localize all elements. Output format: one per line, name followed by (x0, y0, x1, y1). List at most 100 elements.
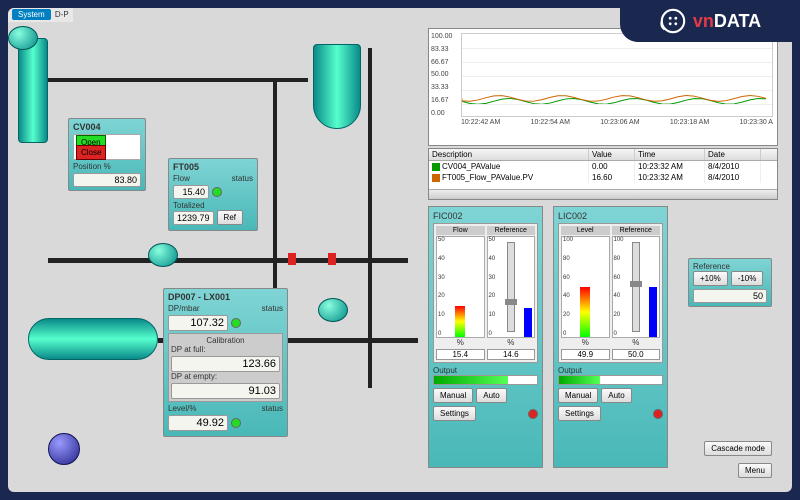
table-row[interactable]: FT005_Flow_PAValue.PV16.6010:23:32 AM8/4… (429, 172, 777, 183)
trend-chart[interactable]: 100.0083.3366.6750.0033.3316.670.00 10:2… (428, 28, 778, 146)
level-header: Level (561, 226, 610, 235)
panel-cv004: CV004 Open Close Position % 83.80 (68, 118, 146, 191)
reference-label: Reference (693, 262, 767, 271)
ref-header: Reference (612, 226, 661, 235)
panel-title: CV004 (73, 122, 141, 132)
settings-button[interactable]: Settings (433, 406, 476, 421)
position-label: Position % (73, 162, 111, 171)
dp-value: 107.32 (168, 315, 228, 331)
pipe (48, 258, 408, 263)
table-col-header[interactable]: Time (635, 149, 705, 160)
level-value: 49.92 (168, 415, 228, 431)
alarm-led-icon (653, 409, 663, 419)
auto-button[interactable]: Auto (601, 388, 631, 403)
totalized-label: Totalized (173, 201, 253, 210)
dp-full-label: DP at full: (171, 345, 206, 354)
pct-label: % (487, 338, 536, 347)
level-label: Level/% (168, 404, 196, 413)
panel-title: FT005 (173, 162, 253, 172)
flow-bar-fill (455, 306, 465, 337)
table-body: CV004_PAValue0.0010:23:32 AM8/4/2010FT00… (429, 161, 777, 183)
status-led-icon (212, 187, 222, 197)
bargraph-area: Flow 50403020100 % 15.4 Reference 504030… (433, 223, 538, 363)
cascade-mode-button[interactable]: Cascade mode (704, 441, 772, 456)
flow-sensor-icon (318, 298, 348, 322)
status-led-icon (231, 318, 241, 328)
series-color-icon (432, 163, 440, 171)
top-toolbar: System D-P (8, 8, 73, 22)
output-fill (434, 376, 508, 384)
ref-slider[interactable] (507, 242, 515, 332)
flow-bar: 50403020100 (436, 236, 485, 338)
sensor-icon (8, 26, 38, 50)
valve-red (328, 253, 336, 265)
bar-scale: 100806040200 (563, 237, 573, 337)
pct-label: % (612, 338, 661, 347)
chart-plot (461, 33, 773, 117)
scrollbar-horizontal[interactable] (429, 189, 777, 199)
menu-button[interactable]: Menu (738, 463, 772, 478)
panel-ft005: FT005 Flow status 15.40 Totalized 1239.7… (168, 158, 258, 231)
ref-readout: 50.0 (612, 349, 661, 360)
output-fill (559, 376, 600, 384)
manual-button[interactable]: Manual (433, 388, 473, 403)
scada-canvas: System D-P CV004 Open Close Position % 8… (8, 8, 792, 492)
output-label: Output (433, 366, 538, 375)
minus10-button[interactable]: -10% (731, 271, 764, 286)
dp-label: DP/mbar (168, 304, 200, 313)
slider-thumb[interactable] (505, 299, 517, 305)
reference-value: 50 (693, 289, 767, 303)
valve-red (288, 253, 296, 265)
panel-title: DP007 - LX001 (168, 292, 283, 302)
ref-button[interactable]: Ref (217, 210, 243, 225)
bargraph-area: Level 100806040200 % 49.9 Reference 1008… (558, 223, 663, 363)
panel-dp007: DP007 - LX001 DP/mbar status 107.32 Cali… (163, 288, 288, 437)
table-col-header[interactable]: Value (589, 149, 635, 160)
bar-scale: 50403020100 (489, 237, 496, 337)
series-color-icon (432, 174, 440, 182)
pct-label: % (436, 338, 485, 347)
controller-fic002: FIC002 Flow 50403020100 % 15.4 Reference… (428, 206, 543, 468)
status-led-icon (231, 418, 241, 428)
ref-bar-fill (649, 287, 657, 337)
logo-icon (659, 7, 687, 35)
manual-button[interactable]: Manual (558, 388, 598, 403)
pipe (368, 48, 372, 388)
position-value: 83.80 (73, 173, 141, 187)
panel-reference: Reference +10% -10% 50 (688, 258, 772, 307)
dp-full-value: 123.66 (171, 356, 280, 372)
table-col-header[interactable]: Date (705, 149, 761, 160)
controller-title: FIC002 (433, 211, 538, 221)
ref-slider[interactable] (632, 242, 640, 332)
table-col-header[interactable]: Description (429, 149, 589, 160)
ref-header: Reference (487, 226, 536, 235)
plus10-button[interactable]: +10% (693, 271, 728, 286)
pct-label: % (561, 338, 610, 347)
ref-readout: 14.6 (487, 349, 536, 360)
output-bar (558, 375, 663, 385)
ref-bar: 50403020100 (487, 236, 536, 338)
auto-button[interactable]: Auto (476, 388, 506, 403)
toolbar-tab[interactable]: System (12, 9, 51, 20)
chart-y-axis: 100.0083.3366.6750.0033.3316.670.00 (431, 33, 452, 117)
toolbar-label: D-P (55, 10, 69, 19)
trend-data-table[interactable]: DescriptionValueTimeDate CV004_PAValue0.… (428, 148, 778, 200)
flow-label: Flow (173, 174, 190, 183)
level-bar-fill (580, 287, 590, 337)
dp-empty-label: DP at empty: (171, 372, 217, 381)
logo-text: vnDATA (693, 11, 761, 32)
settings-button[interactable]: Settings (558, 406, 601, 421)
flow-value: 15.40 (173, 185, 209, 199)
bar-scale: 50403020100 (438, 237, 445, 337)
tank-horizontal (28, 318, 158, 360)
brand-logo: vnDATA (620, 0, 800, 42)
status-label: status (262, 404, 283, 413)
level-bar: 100806040200 (561, 236, 610, 338)
tank-vertical-left (18, 38, 48, 143)
alarm-led-icon (528, 409, 538, 419)
valve-control-frame: Open Close (73, 134, 141, 160)
bar-scale: 100806040200 (614, 237, 624, 337)
close-button[interactable]: Close (76, 145, 106, 160)
table-row[interactable]: CV004_PAValue0.0010:23:32 AM8/4/2010 (429, 161, 777, 172)
slider-thumb[interactable] (630, 281, 642, 287)
